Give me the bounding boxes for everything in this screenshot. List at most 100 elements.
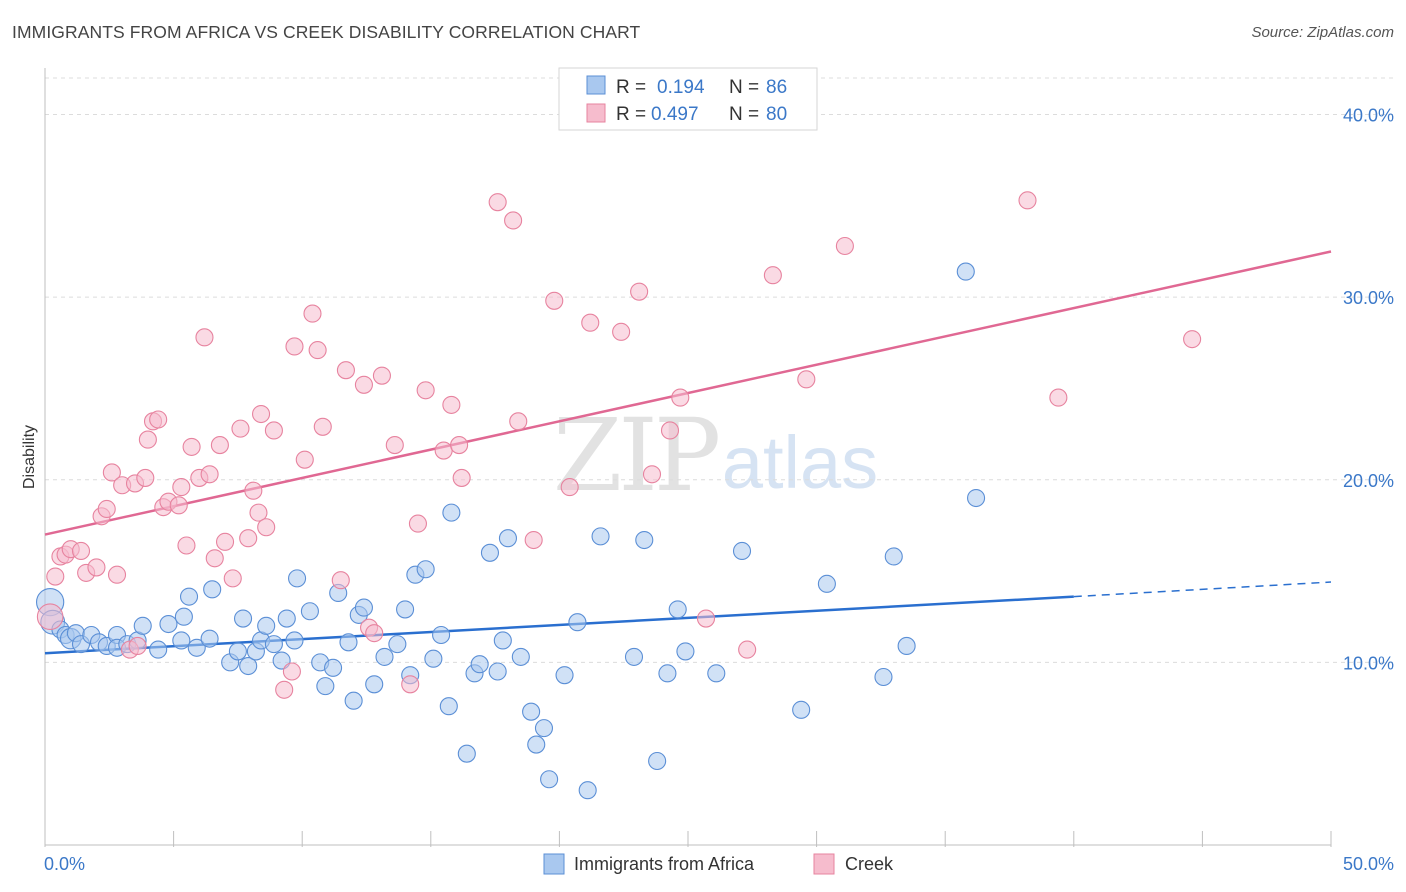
point-creek	[696, 609, 716, 628]
point-creek	[660, 421, 680, 440]
legend-r-value-creek: 0.497	[651, 104, 699, 125]
point-creek	[835, 236, 854, 256]
point-immigrants-from-africa	[354, 598, 373, 617]
point-immigrants-from-africa	[635, 530, 654, 550]
point-creek	[36, 603, 64, 631]
point-immigrants-from-africa	[288, 569, 307, 588]
point-immigrants-from-africa	[187, 638, 206, 657]
point-creek	[313, 417, 332, 436]
point-immigrants-from-africa	[874, 667, 893, 687]
point-creek	[87, 558, 106, 577]
point-immigrants-from-africa	[668, 600, 687, 619]
point-immigrants-from-africa	[277, 609, 296, 628]
point-creek	[215, 532, 235, 551]
point-immigrants-from-africa	[339, 633, 358, 652]
chart-title: IMMIGRANTS FROM AFRICA VS CREEK DISABILI…	[12, 22, 641, 42]
bottom-legend-swatch-creek	[813, 853, 835, 875]
point-immigrants-from-africa	[624, 647, 644, 666]
point-creek	[524, 530, 543, 550]
point-creek	[205, 549, 224, 568]
point-creek	[107, 565, 127, 584]
point-immigrants-from-africa	[817, 574, 836, 593]
point-creek	[671, 388, 690, 407]
data-points	[35, 191, 1202, 800]
point-creek	[172, 478, 191, 497]
point-creek	[264, 421, 283, 440]
point-creek	[295, 450, 314, 469]
y-tick-label: 40.0%	[1343, 106, 1394, 126]
point-creek	[504, 211, 523, 230]
point-creek	[488, 193, 507, 212]
point-creek	[136, 468, 155, 487]
point-immigrants-from-africa	[416, 560, 435, 579]
source-credit: Source: ZipAtlas.com	[1251, 24, 1394, 41]
point-immigrants-from-africa	[133, 616, 152, 635]
bottom-legend: Immigrants from Africa Creek	[543, 853, 894, 875]
point-immigrants-from-africa	[956, 262, 975, 281]
point-immigrants-from-africa	[732, 541, 752, 561]
point-creek	[797, 370, 816, 389]
point-immigrants-from-africa	[792, 700, 811, 719]
legend: R = 0.194 N = 86 R = 0.497 N = 80	[558, 67, 818, 131]
point-creek	[545, 291, 564, 310]
point-creek	[71, 541, 91, 561]
point-creek	[354, 375, 373, 394]
axes	[44, 68, 1332, 847]
point-creek	[509, 412, 528, 431]
point-immigrants-from-africa	[470, 655, 489, 674]
point-immigrants-from-africa	[375, 647, 394, 666]
y-tick-label: 10.0%	[1343, 653, 1394, 673]
point-creek	[434, 441, 453, 460]
point-creek	[303, 304, 322, 323]
point-immigrants-from-africa	[149, 640, 168, 659]
bottom-legend-label-creek: Creek	[845, 854, 894, 874]
point-creek	[450, 436, 469, 455]
point-immigrants-from-africa	[439, 697, 458, 716]
point-immigrants-from-africa	[200, 629, 219, 648]
point-immigrants-from-africa	[316, 677, 335, 696]
point-immigrants-from-africa	[159, 614, 178, 634]
point-immigrants-from-africa	[172, 631, 191, 650]
point-creek	[282, 662, 301, 681]
point-creek	[231, 419, 250, 438]
point-creek	[401, 675, 420, 694]
point-immigrants-from-africa	[511, 647, 530, 666]
point-immigrants-from-africa	[179, 587, 199, 606]
point-immigrants-from-africa	[480, 543, 500, 562]
point-creek	[223, 569, 242, 588]
point-creek	[442, 395, 461, 414]
point-creek	[169, 496, 188, 515]
legend-n-value-creek: 80	[766, 104, 787, 125]
point-immigrants-from-africa	[658, 664, 677, 683]
point-creek	[365, 624, 384, 643]
point-immigrants-from-africa	[897, 636, 916, 655]
point-creek	[416, 381, 435, 400]
x-tick-label-min: 0.0%	[44, 854, 85, 874]
point-immigrants-from-africa	[707, 664, 726, 683]
y-tick-label: 20.0%	[1343, 471, 1394, 491]
point-creek	[97, 499, 116, 519]
point-creek	[244, 481, 263, 500]
point-creek	[149, 410, 168, 429]
point-creek	[210, 436, 229, 455]
point-immigrants-from-africa	[344, 691, 363, 710]
point-immigrants-from-africa	[540, 770, 559, 789]
point-immigrants-from-africa	[522, 702, 541, 721]
point-creek	[331, 571, 350, 590]
legend-r-label-creek: R =	[616, 104, 646, 125]
point-immigrants-from-africa	[239, 656, 258, 676]
point-immigrants-from-africa	[228, 642, 247, 661]
point-immigrants-from-africa	[568, 613, 587, 632]
legend-r-label-africa: R =	[616, 77, 646, 98]
point-immigrants-from-africa	[233, 609, 253, 628]
point-creek	[46, 567, 65, 586]
point-creek	[285, 337, 304, 356]
point-creek	[581, 313, 600, 332]
point-immigrants-from-africa	[285, 631, 304, 650]
point-immigrants-from-africa	[534, 719, 554, 738]
point-immigrants-from-africa	[555, 666, 574, 685]
point-immigrants-from-africa	[488, 662, 507, 681]
watermark-zip: ZIP	[553, 397, 718, 514]
point-creek	[249, 503, 268, 522]
